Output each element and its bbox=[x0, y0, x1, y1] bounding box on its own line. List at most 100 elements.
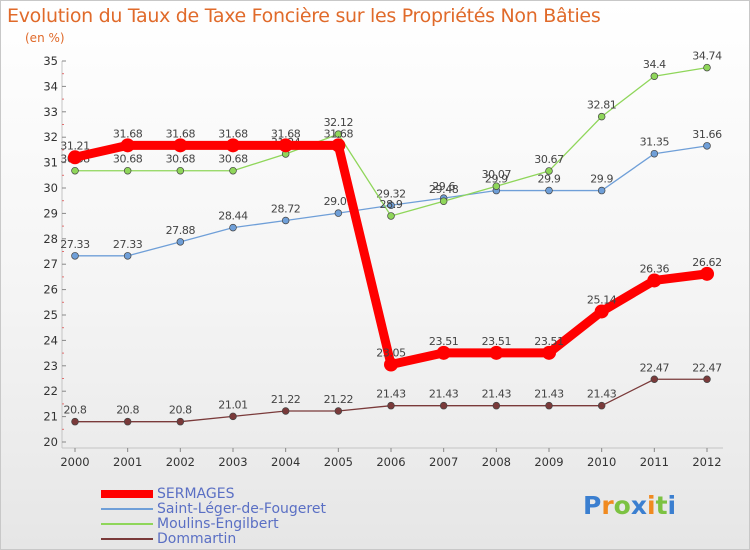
data-label: 22.47 bbox=[640, 361, 670, 374]
data-label: 21.01 bbox=[218, 398, 248, 411]
series-saint-leger-de-fougeret: 27.33 27.33 27.88 28.44 28.72 29.01 29.32 29.6 2… bbox=[60, 128, 723, 260]
data-point bbox=[387, 212, 395, 220]
data-point bbox=[492, 182, 501, 190]
x-tick-label: 2002 bbox=[166, 455, 195, 469]
data-point bbox=[71, 166, 79, 175]
data-point bbox=[334, 209, 343, 217]
data-label: 29.01 bbox=[324, 195, 354, 208]
y-tick-label: 28 bbox=[43, 232, 58, 246]
legend-swatch bbox=[101, 537, 153, 540]
data-point bbox=[387, 201, 395, 210]
data-point bbox=[68, 150, 82, 165]
x-tick-label: 2005 bbox=[324, 455, 353, 469]
data-label: 29.6 bbox=[432, 180, 455, 193]
data-label: 29.32 bbox=[376, 187, 406, 200]
data-label: 29.9 bbox=[485, 173, 508, 186]
y-tick-label: 32 bbox=[43, 130, 58, 144]
data-label: 31.68 bbox=[324, 127, 354, 140]
data-point bbox=[229, 166, 237, 175]
data-label: 30.68 bbox=[113, 153, 143, 166]
data-point bbox=[278, 138, 293, 153]
data-point bbox=[650, 375, 659, 384]
data-label: 23.51 bbox=[534, 335, 564, 348]
series-sermages: 31.21 31.68 31.68 31.68 31.68 31.68 23.05 23.51… bbox=[60, 127, 722, 372]
legend-item: Moulins-Engilbert bbox=[101, 515, 326, 532]
data-label: 32.12 bbox=[324, 116, 354, 129]
data-point bbox=[647, 273, 662, 288]
data-label: 31.66 bbox=[692, 128, 722, 141]
x-tick-label: 2012 bbox=[692, 455, 721, 469]
data-label: 31.35 bbox=[640, 136, 670, 149]
data-point bbox=[176, 417, 185, 426]
data-point bbox=[700, 266, 714, 281]
data-point bbox=[387, 401, 395, 410]
data-point bbox=[597, 401, 606, 410]
legend-item: SERMAGES bbox=[101, 486, 326, 502]
legend-item: Dommartin bbox=[101, 530, 326, 547]
data-label: 27.33 bbox=[113, 238, 143, 251]
data-label: 23.05 bbox=[376, 347, 406, 360]
data-label: 34.74 bbox=[692, 50, 722, 63]
x-tick-label: 2001 bbox=[113, 455, 142, 469]
y-tick-label: 20 bbox=[43, 435, 58, 449]
y-tick-label: 29 bbox=[43, 206, 58, 220]
data-label: 25.14 bbox=[587, 293, 617, 306]
data-label: 28.44 bbox=[218, 210, 248, 223]
data-point bbox=[492, 401, 501, 410]
data-label: 21.22 bbox=[324, 393, 354, 406]
x-tick-label: 2009 bbox=[534, 455, 563, 469]
data-point bbox=[703, 63, 711, 72]
data-label: 27.33 bbox=[60, 238, 90, 251]
chart-title: Evolution du Taux de Taxe Foncière sur l… bbox=[7, 5, 601, 27]
data-point bbox=[542, 345, 556, 360]
x-tick-label: 2007 bbox=[429, 455, 458, 469]
data-label: 20.8 bbox=[64, 404, 87, 417]
data-label: 21.43 bbox=[482, 388, 512, 401]
data-point bbox=[71, 252, 79, 260]
data-point bbox=[176, 166, 185, 175]
chart-unit-label: (en %) bbox=[25, 31, 65, 45]
proxiti-logo: Proxiti bbox=[583, 491, 677, 520]
y-tick-label: 33 bbox=[43, 105, 58, 119]
x-tick-label: 2006 bbox=[376, 455, 405, 469]
data-point bbox=[229, 412, 237, 421]
x-tick-label: 2010 bbox=[587, 455, 616, 469]
legend-label: Dommartin bbox=[157, 530, 237, 547]
chart-legend: SERMAGES Saint-Léger-de-Fougeret Moulins-E… bbox=[101, 486, 326, 547]
data-point bbox=[597, 186, 606, 195]
data-point bbox=[173, 138, 188, 153]
data-label: 28.72 bbox=[271, 203, 301, 216]
data-point bbox=[120, 138, 135, 153]
y-tick-label: 30 bbox=[43, 181, 58, 195]
data-point bbox=[594, 304, 609, 319]
y-tick-label: 26 bbox=[43, 283, 58, 297]
data-label: 26.62 bbox=[692, 256, 722, 269]
data-label: 27.88 bbox=[166, 224, 196, 237]
data-label: 34.4 bbox=[643, 58, 666, 71]
x-tick-label: 2000 bbox=[60, 455, 89, 469]
x-tick-label: 2004 bbox=[271, 455, 300, 469]
data-label: 20.8 bbox=[116, 404, 139, 417]
data-label: 29.9 bbox=[590, 173, 613, 186]
y-tick-label: 27 bbox=[43, 257, 58, 271]
data-point bbox=[331, 138, 346, 153]
data-point bbox=[71, 417, 79, 426]
data-point bbox=[703, 142, 711, 150]
data-label: 30.68 bbox=[166, 153, 196, 166]
data-point bbox=[545, 167, 553, 175]
data-label: 21.43 bbox=[587, 388, 617, 401]
data-point bbox=[650, 72, 659, 80]
data-label: 31.68 bbox=[218, 127, 248, 140]
y-tick-label: 31 bbox=[43, 156, 58, 170]
data-point bbox=[334, 130, 343, 138]
data-point bbox=[703, 375, 711, 384]
data-point bbox=[226, 138, 240, 153]
data-point bbox=[281, 216, 290, 225]
legend-label: Moulins-Engilbert bbox=[157, 515, 279, 532]
data-label: 21.43 bbox=[429, 388, 459, 401]
data-label: 31.21 bbox=[60, 139, 90, 152]
data-point bbox=[176, 238, 185, 246]
data-point bbox=[439, 401, 448, 410]
data-point bbox=[436, 345, 451, 360]
